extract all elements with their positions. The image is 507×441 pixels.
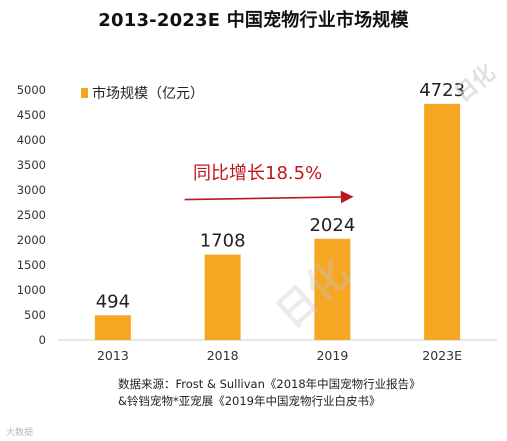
data-label: 4723 [419,80,465,101]
y-tick-label: 3000 [17,183,46,197]
y-tick-label: 5000 [17,83,46,97]
data-label: 2024 [309,215,355,236]
bar [314,238,351,340]
source-note: 数据来源：Frost & Sullivan《2018年中国宠物行业报告》 &铃铛… [118,376,503,410]
source-line-2: &铃铛宠物*亚宠展《2019年中国宠物行业白皮书》 [118,394,381,408]
y-tick-label: 2500 [17,208,46,222]
source-line-1: 数据来源：Frost & Sullivan《2018年中国宠物行业报告》 [118,377,421,391]
growth-arrow [184,190,354,204]
growth-annotation: 同比增长18.5% [193,163,322,184]
bar [94,315,131,340]
x-tick-label: 2018 [207,348,239,363]
chart-title: 2013-2023E 中国宠物行业市场规模 [98,10,409,31]
legend-swatch [81,88,88,98]
y-tick-label: 4500 [17,108,46,122]
bar [204,254,241,340]
y-tick-label: 0 [39,333,46,347]
data-label: 494 [96,291,130,312]
data-label: 1708 [200,231,246,252]
x-tick-label: 2019 [316,348,348,363]
legend-label: 市场规模（亿元） [92,85,204,102]
y-tick-label: 1500 [17,258,46,272]
x-tick-label: 2023E [422,348,462,363]
y-tick-label: 500 [24,308,46,322]
x-tick-label: 2013 [97,348,129,363]
y-tick-label: 2000 [17,233,46,247]
y-tick-label: 3500 [17,158,46,172]
bar [424,103,461,340]
y-tick-label: 1000 [17,283,46,297]
corner-mark: 大数据 [6,428,34,438]
y-tick-label: 4000 [17,133,46,147]
